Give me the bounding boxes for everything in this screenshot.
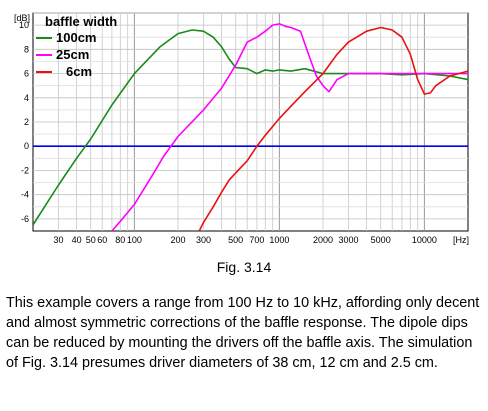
x-tick-labels: 30 40 50 60 80 100 200 300 500 700 1000 2000 3000 500… [53, 235, 436, 245]
x-tick-label: 2000 [313, 235, 333, 245]
y-tick-label: 2 [24, 117, 29, 127]
x-tick-label: 700 [249, 235, 264, 245]
y-tick-label: -6 [21, 214, 29, 224]
grid-lines [33, 12, 468, 231]
series-line-6cm [198, 26, 468, 231]
y-unit-label: [dB] [14, 13, 30, 23]
legend: 100cm 25cm 6cm [36, 30, 96, 79]
y-tick-label: 4 [24, 93, 29, 103]
y-tick-label: 0 [24, 141, 29, 151]
x-tick-label: 200 [170, 235, 185, 245]
y-tick-label: 10 [19, 20, 29, 30]
x-tick-label: 1000 [269, 235, 289, 245]
x-tick-label: 50 [86, 235, 96, 245]
x-unit-label: [Hz] [453, 235, 469, 245]
figure-caption: Fig. 3.14 [216, 259, 272, 275]
x-tick-label: 500 [228, 235, 243, 245]
x-tick-label: 100 [127, 235, 142, 245]
y-tick-label: -2 [21, 165, 29, 175]
series-lines [33, 23, 468, 231]
y-tick-label: 8 [24, 44, 29, 54]
x-tick-label: 5000 [371, 235, 391, 245]
x-tick-label: 3000 [338, 235, 358, 245]
legend-label: 100cm [56, 30, 96, 45]
x-tick-label: 30 [53, 235, 63, 245]
x-tick-label: 10000 [412, 235, 437, 245]
x-tick-label: 60 [97, 235, 107, 245]
series-line-25cm [111, 23, 468, 231]
legend-label: 25cm [56, 47, 89, 62]
y-tick-label: -4 [21, 190, 29, 200]
y-tick-labels: 10 8 6 4 2 0 -2 -4 -6 [19, 20, 29, 224]
chart-title: baffle width [45, 14, 117, 29]
body-paragraph: This example covers a range from 100 Hz … [6, 295, 480, 371]
x-tick-label: 80 [115, 235, 125, 245]
y-tick-label: 6 [24, 69, 29, 79]
x-tick-label: 40 [72, 235, 82, 245]
frequency-response-chart: 10 8 6 4 2 0 -2 -4 -6 30 40 50 60 80 100 200 300 500 700 1… [14, 12, 469, 245]
legend-label: 6cm [66, 64, 92, 79]
x-tick-label: 300 [196, 235, 211, 245]
